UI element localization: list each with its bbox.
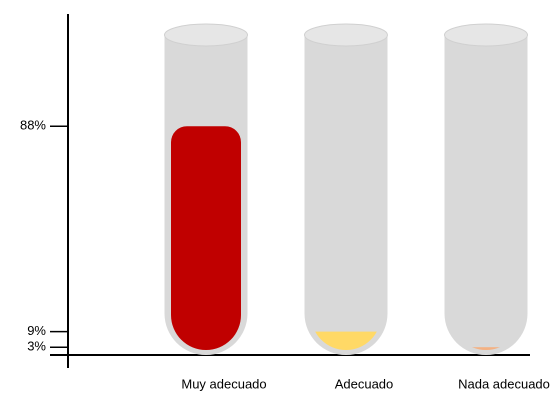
x-tick-label: Adecuado bbox=[335, 376, 394, 391]
tube-rim bbox=[164, 23, 248, 47]
tube bbox=[444, 35, 528, 355]
x-tick-label: Nada adecuado bbox=[458, 376, 550, 391]
tube-rim bbox=[304, 23, 388, 47]
x-tick-label: Muy adecuado bbox=[181, 376, 266, 391]
y-tick-label: 88% bbox=[20, 118, 46, 133]
tube bbox=[304, 35, 388, 355]
liquid bbox=[451, 347, 521, 350]
y-tick-label: 9% bbox=[27, 323, 46, 338]
liquid bbox=[171, 126, 241, 350]
tube-rim bbox=[444, 23, 528, 47]
y-tick-label: 3% bbox=[27, 339, 46, 354]
